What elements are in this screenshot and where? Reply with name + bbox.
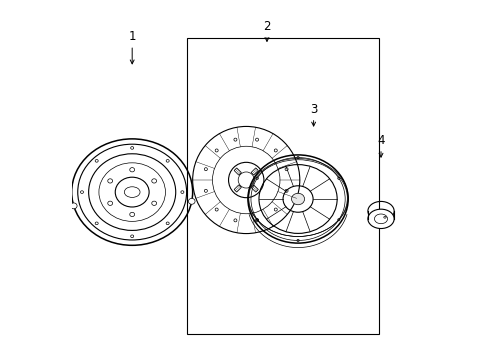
Text: 3: 3 (309, 103, 317, 116)
FancyBboxPatch shape (251, 168, 258, 175)
FancyBboxPatch shape (234, 168, 241, 175)
Ellipse shape (70, 203, 77, 209)
Ellipse shape (291, 193, 304, 205)
Ellipse shape (367, 209, 393, 229)
FancyBboxPatch shape (234, 185, 241, 192)
Bar (187, 38, 379, 334)
Text: 4: 4 (376, 134, 384, 147)
Text: 1: 1 (128, 31, 136, 44)
Ellipse shape (188, 198, 195, 204)
FancyBboxPatch shape (251, 185, 258, 192)
Text: 2: 2 (263, 20, 270, 33)
